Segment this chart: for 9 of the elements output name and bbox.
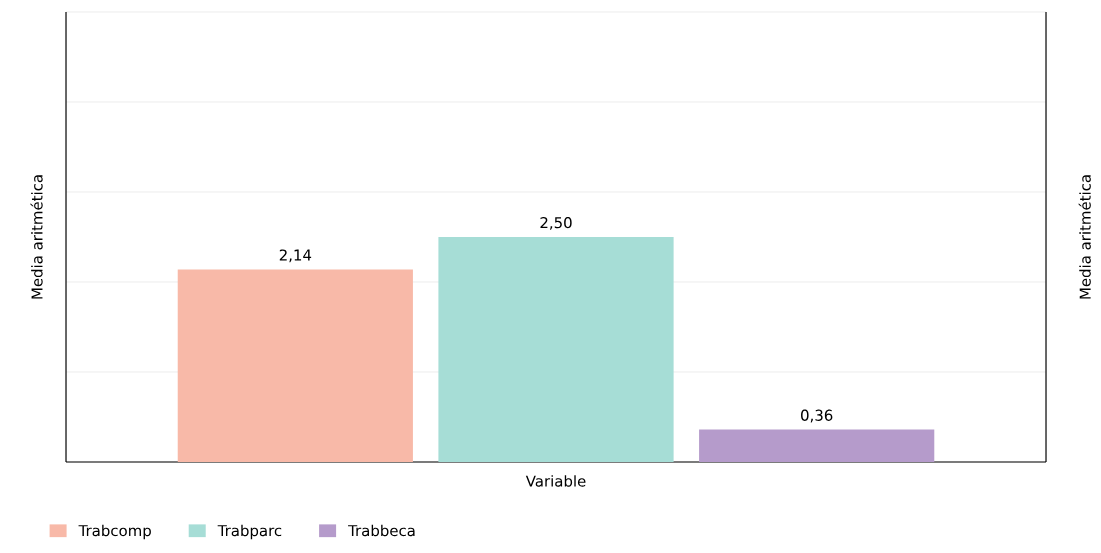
legend-label: Trabbeca bbox=[348, 524, 415, 537]
data-label: 2,14 bbox=[279, 249, 312, 263]
legend-label: Trabparc bbox=[217, 524, 282, 540]
data-label: 0,36 bbox=[801, 409, 833, 423]
x-axis-title: Variable bbox=[525, 475, 586, 487]
y2-axis-title: Media aritmética bbox=[1078, 175, 1091, 299]
legend-label: Trabcomp bbox=[78, 524, 151, 540]
y-axis-title: Media aritmética bbox=[30, 175, 43, 299]
data-label: 2,50 bbox=[540, 216, 572, 230]
